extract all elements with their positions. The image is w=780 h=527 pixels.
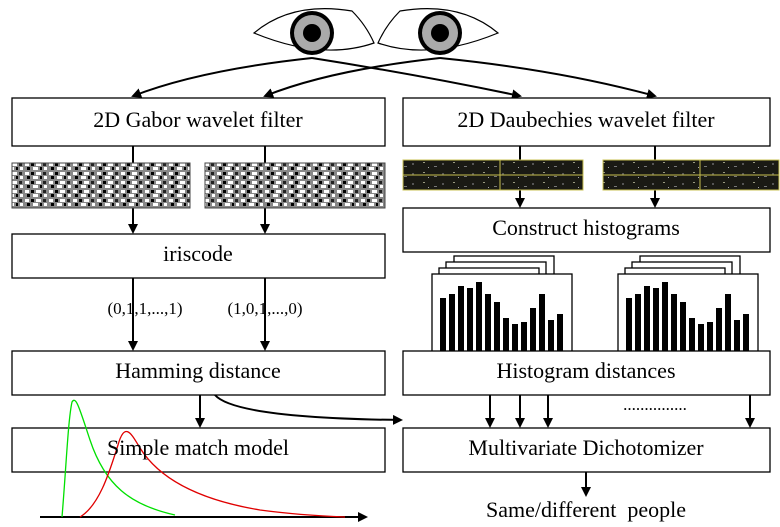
eyes bbox=[254, 9, 498, 55]
code-text: (1,0,1,...,0) bbox=[227, 299, 302, 318]
box-label: Histogram distances bbox=[496, 358, 675, 383]
histograms bbox=[432, 256, 758, 362]
box-label: Hamming distance bbox=[115, 358, 281, 383]
code-text: (0,1,1,...,1) bbox=[107, 299, 182, 318]
box-label: Construct histograms bbox=[492, 215, 680, 240]
output-label: Same/different people bbox=[486, 497, 686, 522]
box-label: Multivariate Dichotomizer bbox=[468, 435, 704, 460]
ellipsis: ............... bbox=[623, 395, 687, 414]
diagram: 2D Gabor wavelet filter 2D Daubechies wa… bbox=[0, 0, 780, 527]
box-label: Simple match model bbox=[107, 435, 289, 460]
box-label: iriscode bbox=[163, 241, 233, 266]
iris-images bbox=[12, 160, 779, 208]
box-label: 2D Daubechies wavelet filter bbox=[457, 107, 715, 132]
box-label: 2D Gabor wavelet filter bbox=[93, 107, 303, 132]
